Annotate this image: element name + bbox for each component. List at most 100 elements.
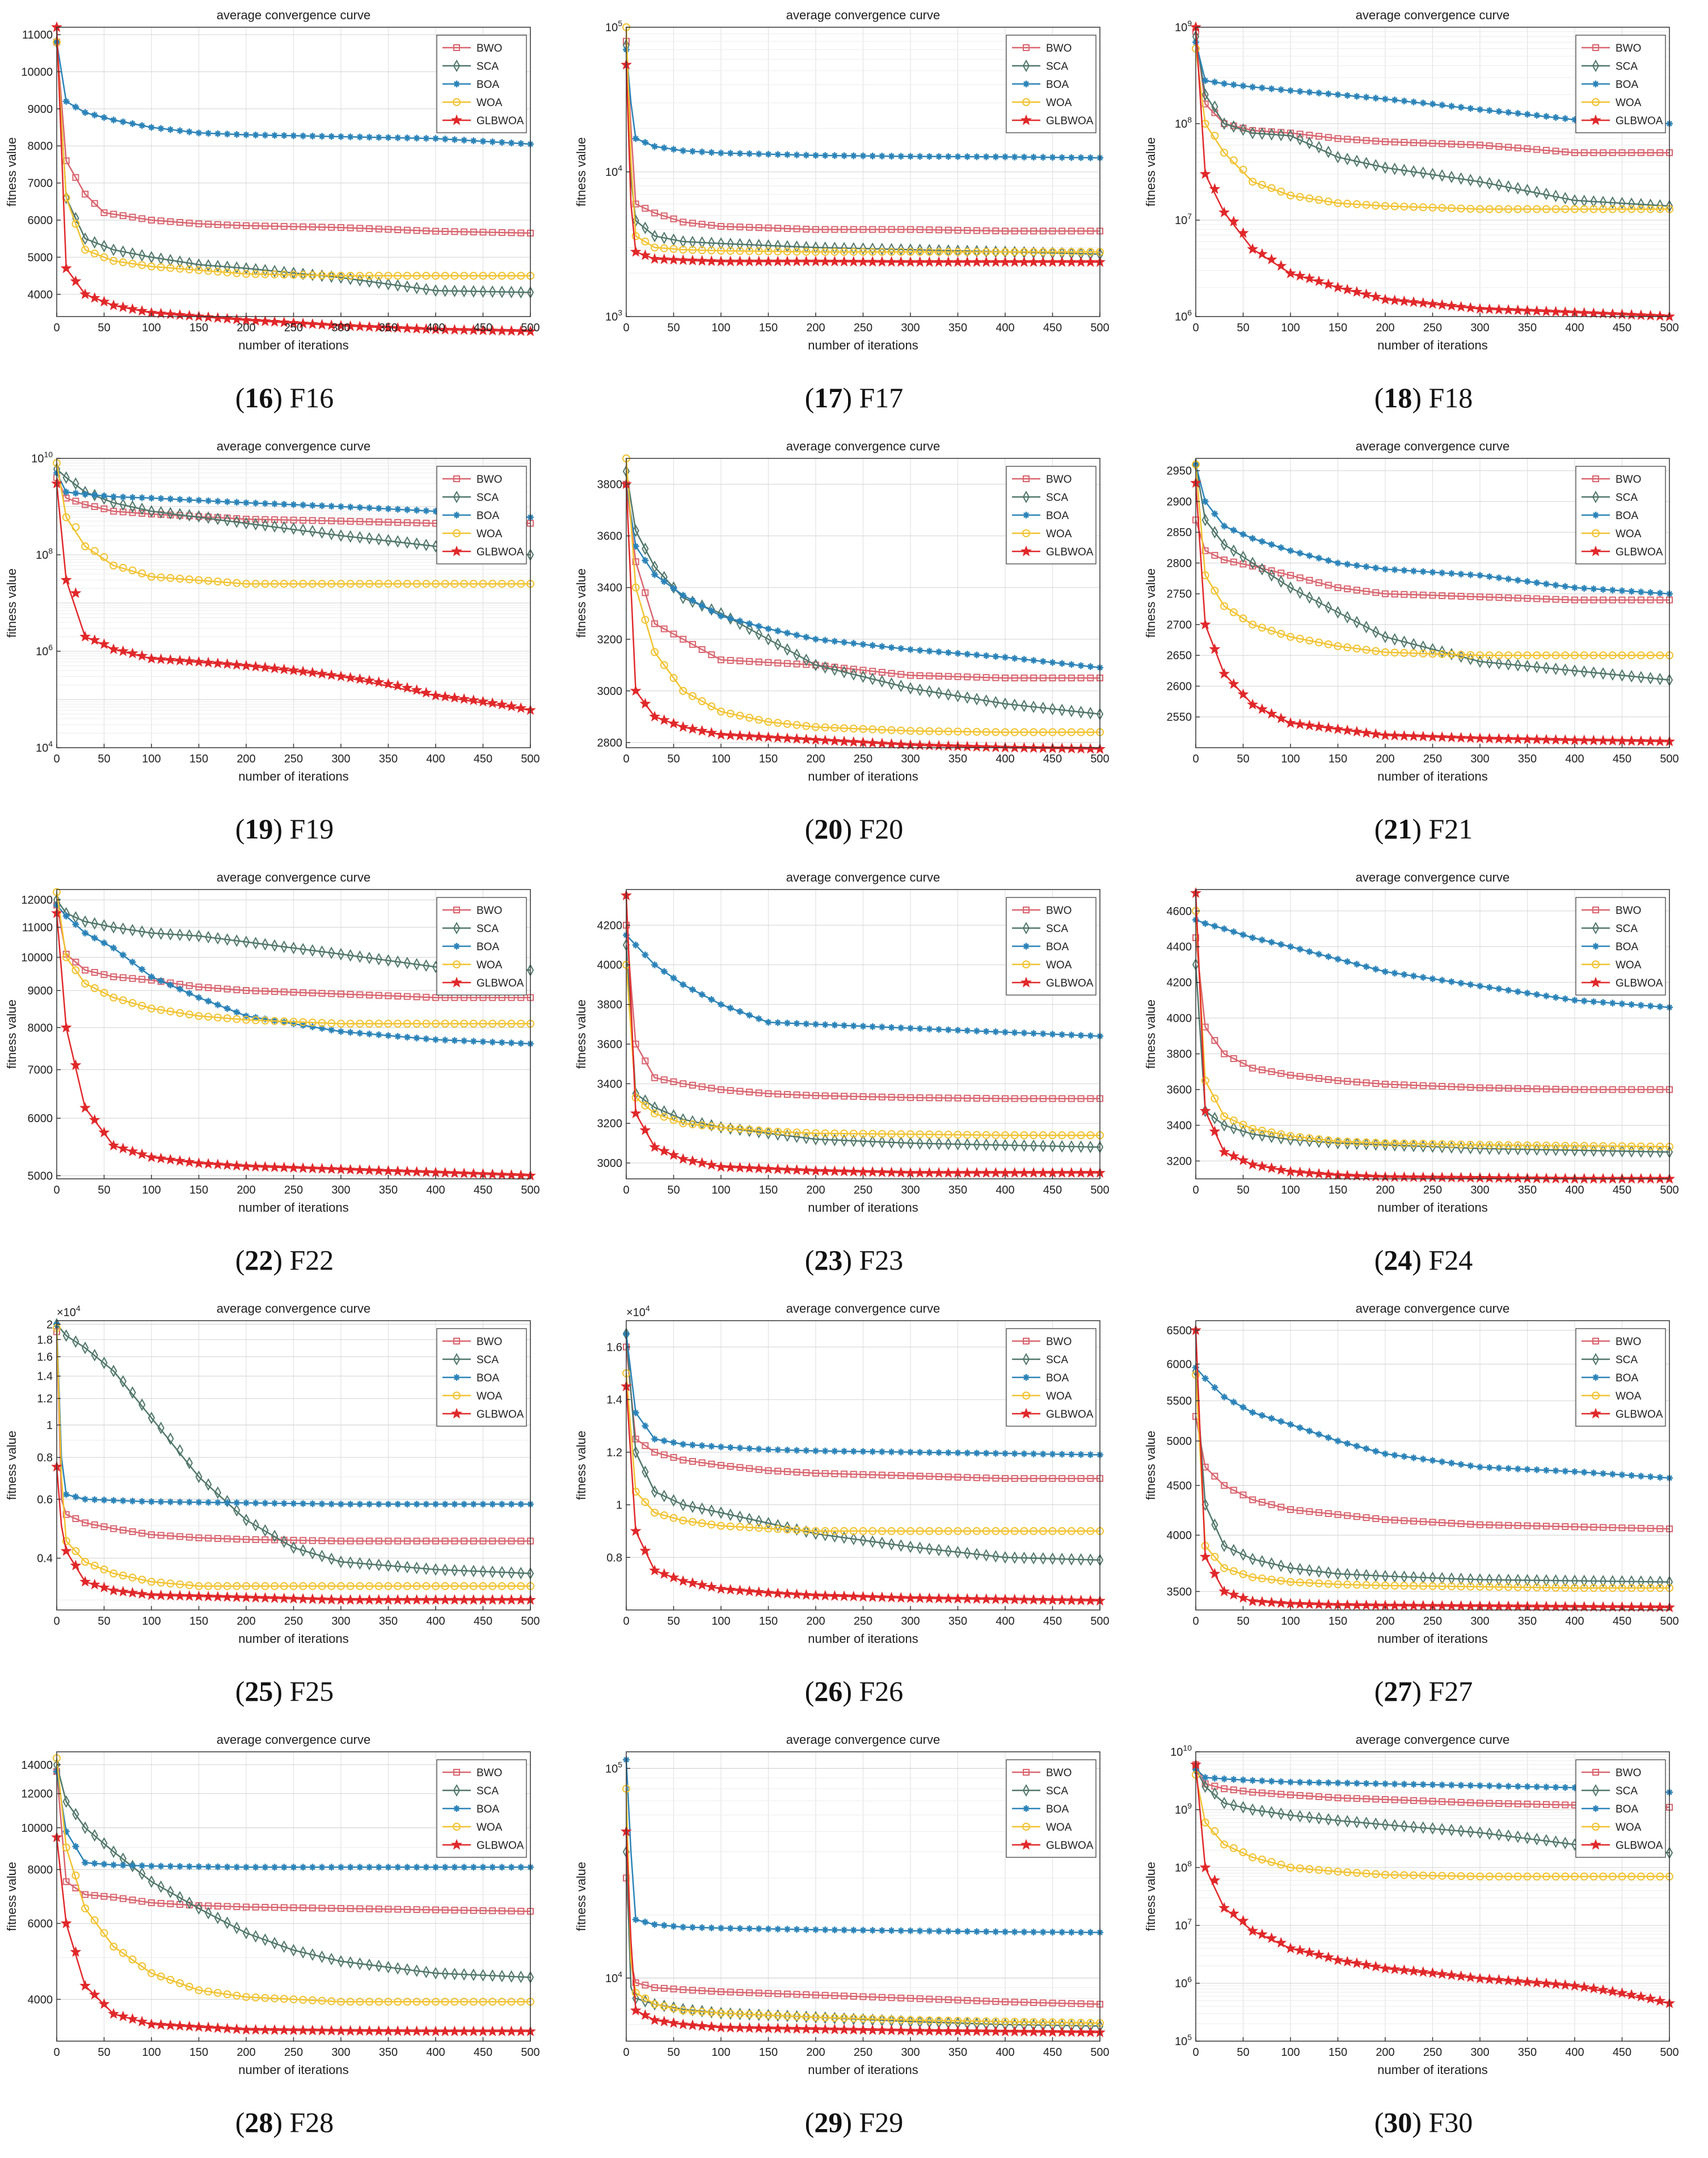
data-point-boa xyxy=(1258,538,1266,545)
data-point-glbwoa xyxy=(487,1594,499,1605)
data-point-bwo xyxy=(1542,1523,1550,1530)
data-point-sca xyxy=(262,1933,269,1946)
data-point-bwo xyxy=(1030,1999,1038,2006)
data-point-woa xyxy=(204,267,213,275)
x-axis-label: number of iterations xyxy=(808,769,918,783)
data-point-sca xyxy=(441,1563,449,1577)
x-tick-label: 0 xyxy=(53,753,60,765)
data-point-sca xyxy=(356,1557,364,1570)
data-point-boa xyxy=(1277,544,1285,551)
data-point-woa xyxy=(299,1996,307,2004)
data-point-sca xyxy=(1618,1575,1626,1588)
data-point-woa xyxy=(783,247,791,256)
legend-marker-glbwoa xyxy=(1020,976,1032,988)
data-point-glbwoa xyxy=(990,2025,1002,2037)
x-tick-label: 200 xyxy=(237,1615,255,1628)
data-point-boa xyxy=(1524,111,1531,118)
data-point-boa xyxy=(508,1501,515,1508)
data-point-woa xyxy=(812,1527,820,1535)
data-point-bwo xyxy=(1287,1506,1294,1514)
data-point-boa xyxy=(1077,662,1085,669)
data-point-woa xyxy=(1533,205,1541,213)
data-point-bwo xyxy=(727,1462,734,1470)
data-point-sca xyxy=(119,245,127,258)
data-point-sca xyxy=(1467,1141,1474,1154)
data-point-boa xyxy=(1030,657,1038,664)
legend-marker-glbwoa xyxy=(451,1839,462,1850)
data-point-woa xyxy=(878,1129,886,1138)
data-point-boa xyxy=(243,1864,250,1871)
data-point-bwo xyxy=(1068,227,1075,235)
data-point-bwo xyxy=(698,646,706,653)
x-tick-label: 500 xyxy=(521,322,539,334)
data-point-glbwoa xyxy=(79,1102,91,1113)
data-point-boa xyxy=(167,1862,174,1870)
data-point-woa xyxy=(1457,1140,1465,1149)
data-point-sca xyxy=(1599,196,1607,209)
data-point-bwo xyxy=(271,988,279,995)
data-point-glbwoa xyxy=(411,1166,423,1177)
data-point-woa xyxy=(119,1949,127,1957)
data-point-glbwoa xyxy=(1266,707,1277,719)
data-point-glbwoa xyxy=(1294,1166,1306,1178)
data-point-boa xyxy=(157,1862,165,1870)
data-point-boa xyxy=(62,1491,70,1498)
data-point-sca xyxy=(385,1559,392,1572)
data-point-boa xyxy=(1467,1462,1474,1469)
data-point-bwo xyxy=(280,1904,288,1911)
data-point-bwo xyxy=(82,1891,89,1898)
data-point-woa xyxy=(935,727,943,736)
data-point-sca xyxy=(309,268,317,281)
data-point-bwo xyxy=(718,1988,724,1995)
data-point-sca xyxy=(423,1562,430,1575)
data-point-boa xyxy=(831,1926,838,1933)
x-tick-label: 500 xyxy=(521,2046,539,2059)
x-tick-label: 300 xyxy=(901,322,920,334)
data-point-woa xyxy=(1542,1141,1550,1150)
series-line-woa xyxy=(1195,911,1670,1148)
data-point-glbwoa xyxy=(344,2025,356,2036)
data-point-glbwoa xyxy=(467,694,479,705)
data-point-sca xyxy=(973,1548,981,1561)
data-point-glbwoa xyxy=(838,2024,850,2035)
data-point-glbwoa xyxy=(1085,1167,1097,1178)
series-line-sca xyxy=(625,471,1100,715)
data-point-bwo xyxy=(1457,1799,1465,1806)
data-point-sca xyxy=(954,1545,961,1559)
data-point-boa xyxy=(1486,573,1493,580)
data-point-woa xyxy=(651,243,659,252)
x-tick-label: 400 xyxy=(996,2046,1014,2059)
data-point-boa xyxy=(1552,1467,1559,1474)
data-point-glbwoa xyxy=(373,1165,385,1176)
data-point-woa xyxy=(821,1527,829,1535)
x-tick-label: 100 xyxy=(142,322,161,334)
data-point-boa xyxy=(129,120,136,127)
data-point-bwo xyxy=(1609,1086,1616,1093)
x-axis-label: number of iterations xyxy=(808,2063,918,2077)
data-point-glbwoa xyxy=(1000,2025,1011,2037)
data-point-woa xyxy=(783,720,791,728)
chart-title: average convergence curve xyxy=(786,1301,941,1316)
data-point-sca xyxy=(176,1891,184,1904)
data-point-bwo xyxy=(1457,141,1465,148)
data-point-glbwoa xyxy=(1199,168,1211,179)
data-point-sca xyxy=(670,233,677,246)
data-point-glbwoa xyxy=(487,1168,499,1179)
data-point-bwo xyxy=(1552,147,1559,155)
data-point-glbwoa xyxy=(1247,1595,1259,1607)
data-point-sca xyxy=(195,1902,203,1915)
series-line-sca xyxy=(56,42,531,293)
x-tick-label: 0 xyxy=(53,1615,60,1628)
data-point-bwo xyxy=(470,1537,477,1545)
data-point-boa xyxy=(252,1864,259,1871)
data-point-boa xyxy=(1268,1415,1275,1422)
data-point-woa xyxy=(195,1011,203,1020)
data-point-bwo xyxy=(517,1537,525,1545)
data-point-sca xyxy=(1277,575,1285,588)
data-point-bwo xyxy=(916,672,923,679)
data-point-woa xyxy=(460,580,469,588)
data-point-glbwoa xyxy=(1304,719,1315,731)
data-point-woa xyxy=(651,648,659,656)
data-point-boa xyxy=(954,650,961,657)
x-axis-label: number of iterations xyxy=(1377,1200,1487,1215)
